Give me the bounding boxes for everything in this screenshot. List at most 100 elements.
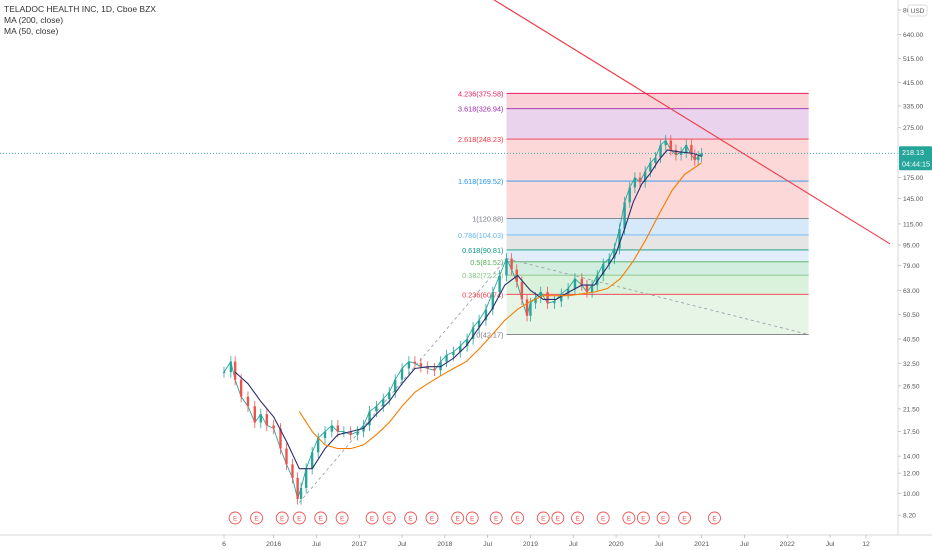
price-axis-panel[interactable] <box>898 0 932 535</box>
time-tick-label: 2019 <box>523 541 538 548</box>
earnings-marker[interactable] <box>314 511 328 525</box>
earnings-marker[interactable] <box>551 511 565 525</box>
time-tick-label: Jul <box>654 541 663 548</box>
drawing-lines[interactable] <box>299 0 891 503</box>
candle-body <box>664 140 667 146</box>
earnings-marker[interactable] <box>622 511 636 525</box>
earnings-marker-label: E <box>233 516 238 523</box>
candle-body <box>546 292 549 304</box>
earnings-marker[interactable] <box>489 511 503 525</box>
earnings-marker-label: E <box>340 516 345 523</box>
price-tick-label: 17.50 <box>903 429 920 436</box>
candle-body <box>477 320 481 328</box>
candle-body <box>529 303 532 316</box>
candle-body <box>299 487 303 499</box>
earnings-marker[interactable] <box>571 511 584 525</box>
earnings-marker[interactable] <box>335 511 349 525</box>
earnings-marker-label: E <box>541 516 546 523</box>
earnings-marker[interactable] <box>275 511 289 525</box>
candle-body <box>633 177 637 188</box>
earnings-marker[interactable] <box>708 511 721 525</box>
candle-body <box>452 351 455 356</box>
candle-body <box>498 275 501 293</box>
price-tick-label: 12.00 <box>903 471 920 478</box>
fib-zone <box>506 234 809 250</box>
candle-body <box>585 285 589 293</box>
candle-body <box>659 145 662 158</box>
earnings-marker-label: E <box>661 516 666 523</box>
earnings-marker[interactable] <box>292 511 306 525</box>
earnings-marker[interactable] <box>451 511 465 525</box>
earnings-marker[interactable] <box>536 511 550 525</box>
time-axis-panel[interactable] <box>0 535 932 550</box>
time-tick-label: 2016 <box>266 541 281 548</box>
fib-level-label: 2.618(248.23) <box>458 135 503 144</box>
earnings-marker[interactable] <box>465 511 479 525</box>
earnings-marker[interactable] <box>511 511 525 525</box>
candle-body <box>239 379 243 397</box>
earnings-marker[interactable] <box>228 511 242 525</box>
candle-body <box>259 414 263 423</box>
price-tick-label: 79.00 <box>903 263 920 270</box>
dashed-trendline[interactable] <box>506 258 809 335</box>
earnings-marker[interactable] <box>404 511 418 525</box>
time-tick-label: 6 <box>222 541 226 548</box>
earnings-marker-label: E <box>254 516 259 523</box>
candle-body <box>669 140 673 150</box>
candle-body <box>279 428 282 449</box>
candle-body <box>342 431 346 433</box>
candle-body <box>649 162 652 172</box>
candle-body <box>439 361 442 371</box>
dashed-trendline[interactable] <box>299 258 507 503</box>
fib-zone <box>506 275 809 295</box>
candle-body <box>233 361 237 380</box>
earnings-marker[interactable] <box>365 511 379 525</box>
candle-body <box>491 292 494 310</box>
currency-badge[interactable]: USD <box>907 4 928 17</box>
earnings-marker-label: E <box>712 516 717 523</box>
candle-body <box>229 361 233 373</box>
time-tick-label: 12 <box>862 541 870 548</box>
candle-body <box>426 366 429 369</box>
earnings-marker-label: E <box>470 516 475 523</box>
earnings-marker-label: E <box>682 516 687 523</box>
symbol-title[interactable]: TELADOC HEALTH INC, 1D, Cboe BZX <box>4 4 156 14</box>
earnings-marker[interactable] <box>596 511 610 525</box>
earnings-marker-label: E <box>575 516 580 523</box>
earnings-marker[interactable] <box>425 511 439 525</box>
fibonacci-extension[interactable]: 4.236(375.58) 3.618(326.94) 2.618(248.23) 1… <box>458 89 809 340</box>
ma200-legend[interactable]: MA (200, close) <box>4 15 64 25</box>
time-axis[interactable]: 6 2016 Jul 2017 Jul 2018 Jul 2019 Jul 2020 Jul 2021… <box>222 535 870 548</box>
earnings-marker[interactable] <box>656 511 670 525</box>
fib-level-label: 0.236(60.74) <box>462 290 503 299</box>
ma50-legend[interactable]: MA (50, close) <box>4 26 59 36</box>
earnings-marker[interactable] <box>250 511 263 525</box>
earnings-marker-label: E <box>280 516 285 523</box>
earnings-marker-label: E <box>297 516 302 523</box>
candle-body <box>356 431 359 435</box>
earnings-marker[interactable] <box>382 511 396 525</box>
earnings-marker[interactable] <box>636 511 650 525</box>
candle-body <box>573 278 577 289</box>
candle-body <box>580 278 584 286</box>
time-tick-label: Jul <box>398 541 407 548</box>
time-tick-label: Jul <box>312 541 321 548</box>
fib-level-label: 4.236(375.58) <box>458 89 503 98</box>
earnings-marker[interactable] <box>678 511 691 525</box>
candle-body <box>674 149 678 155</box>
price-tick-label: 115.00 <box>903 221 923 228</box>
earnings-marker-label: E <box>494 516 499 523</box>
fib-level-label: 0.786(104.03) <box>458 231 503 240</box>
fib-level-label: 0.382(72.22) <box>462 271 503 280</box>
earnings-marker-label: E <box>387 516 392 523</box>
descending-trendline[interactable] <box>471 0 891 245</box>
fib-zone <box>506 218 809 235</box>
candle-body <box>525 299 529 316</box>
earnings-marker-label: E <box>515 516 520 523</box>
candle-body <box>310 452 314 469</box>
fib-level-label: 0(42.17) <box>476 331 503 340</box>
candle-body <box>433 368 436 371</box>
chart-legend[interactable]: TELADOC HEALTH INC, 1D, Cboe BZX MA (200… <box>4 4 156 37</box>
